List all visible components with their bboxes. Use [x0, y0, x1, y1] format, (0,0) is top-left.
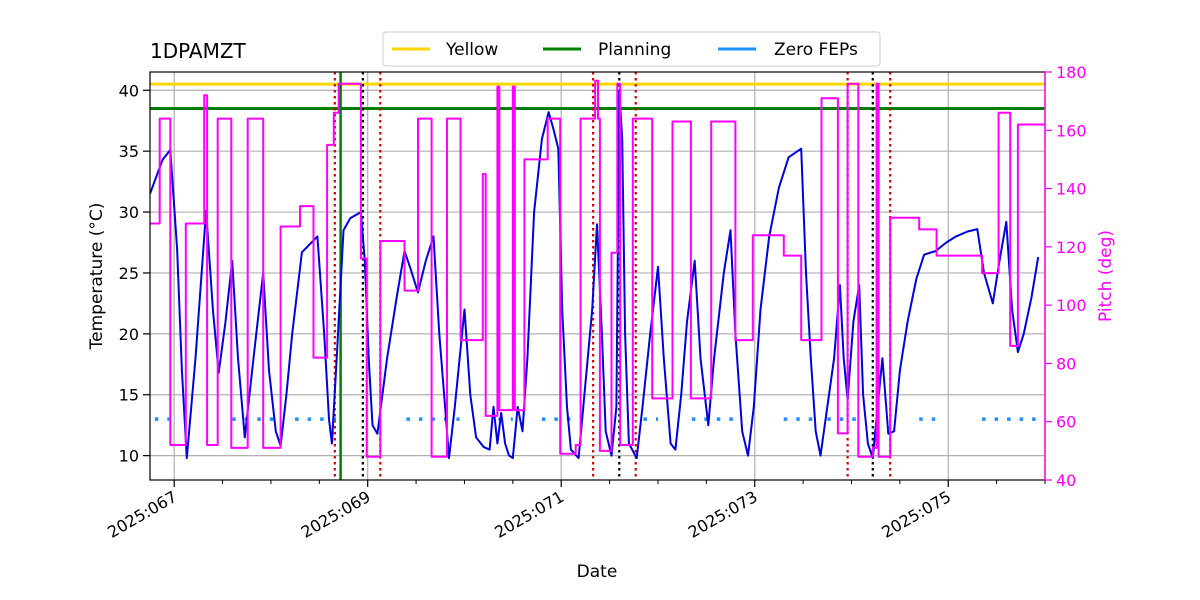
legend-label-planning: Planning [598, 40, 671, 60]
legend-label-zero-feps: Zero FEPs [774, 40, 858, 60]
y-left-tick-label: 25 [119, 264, 139, 283]
chart-title: 1DPAMZT [150, 39, 247, 63]
y-left-tick-label: 15 [119, 386, 139, 405]
y-right-tick-label: 40 [1056, 471, 1076, 490]
pitch-series-line [150, 79, 1045, 458]
y-left-tick-label: 10 [119, 447, 139, 466]
y-right-axis-title: Pitch (deg) [1096, 230, 1116, 322]
y-right-tick-label: 180 [1056, 63, 1087, 82]
y-right-tick-label: 160 [1056, 121, 1087, 140]
legend: Yellow Planning Zero FEPs [382, 31, 881, 67]
x-axis-title: Date [577, 562, 618, 582]
y-right-tick-label: 140 [1056, 180, 1087, 199]
y-right-tick-label: 80 [1056, 354, 1076, 373]
legend-label-yellow: Yellow [445, 40, 498, 60]
y-right-tick-label: 120 [1056, 238, 1087, 257]
y-left-tick-label: 35 [119, 142, 139, 161]
y-left-axis-title: Temperature (°C) [87, 203, 107, 351]
y-left-tick-label: 40 [119, 81, 139, 100]
y-left-tick-label: 20 [119, 325, 139, 344]
y-right-tick-label: 100 [1056, 296, 1087, 315]
y-left-tick-label: 30 [119, 203, 139, 222]
y-right-tick-label: 60 [1056, 413, 1076, 432]
legend-box [382, 31, 881, 67]
series-layer [150, 79, 1045, 460]
temperature-series-line [150, 89, 1040, 460]
